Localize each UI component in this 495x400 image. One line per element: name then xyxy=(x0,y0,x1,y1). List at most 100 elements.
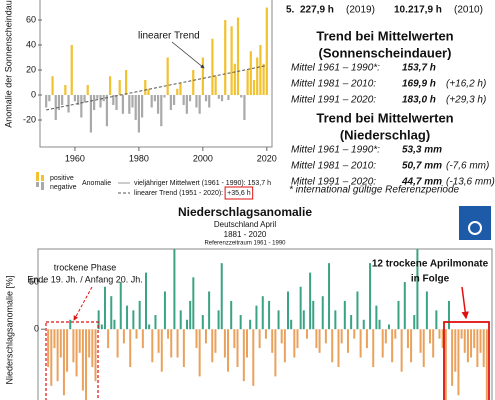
bar xyxy=(290,319,293,330)
bar xyxy=(201,315,204,330)
bar xyxy=(451,329,454,386)
bar xyxy=(239,315,242,330)
bar xyxy=(334,310,337,330)
logo-icon xyxy=(468,221,482,235)
bar xyxy=(59,329,62,358)
plot-frame xyxy=(39,0,273,148)
legend-value-box xyxy=(224,186,254,200)
bar xyxy=(138,300,141,330)
bar xyxy=(140,95,144,118)
bar xyxy=(220,263,223,330)
bar xyxy=(258,329,261,349)
bar xyxy=(51,76,54,95)
bar xyxy=(166,57,169,95)
bar xyxy=(113,319,116,330)
bar xyxy=(208,291,211,330)
bar xyxy=(296,329,299,349)
bar xyxy=(62,329,65,396)
bar xyxy=(192,70,195,95)
y-axis-label: Niederschlagsanomalie [%] xyxy=(4,275,14,384)
legend-title: Anomalie xyxy=(82,180,111,187)
bar xyxy=(107,329,110,349)
annotation: Ende 19. Jh. / Anfang 20. Jh. xyxy=(27,274,143,284)
bar xyxy=(309,272,312,330)
bar xyxy=(48,95,51,102)
bar xyxy=(182,329,185,367)
bar xyxy=(148,324,151,330)
row-label: Mittel 1961 – 1990*: xyxy=(291,145,380,156)
bar xyxy=(214,329,217,353)
bar xyxy=(195,95,198,108)
annotation-arrow xyxy=(461,286,469,320)
bar xyxy=(64,85,67,95)
bar xyxy=(422,329,425,367)
bar xyxy=(454,329,457,372)
bar xyxy=(305,329,308,339)
bar xyxy=(198,329,201,377)
bar xyxy=(132,310,135,330)
bar xyxy=(83,95,86,103)
bar xyxy=(245,329,248,358)
highlight-box xyxy=(443,321,490,400)
bar xyxy=(54,95,57,120)
bar xyxy=(447,300,450,330)
y-tick-label: 20 xyxy=(26,64,36,74)
bar xyxy=(365,329,368,349)
bar xyxy=(135,329,138,339)
bar xyxy=(73,95,77,102)
bar xyxy=(96,95,99,99)
bar xyxy=(384,329,387,344)
bar xyxy=(172,95,176,105)
bar xyxy=(391,329,394,363)
bar xyxy=(170,329,173,358)
row-value: 44,7 mm xyxy=(401,177,442,188)
bar xyxy=(375,305,378,330)
bar xyxy=(331,329,334,363)
bar xyxy=(147,88,150,95)
bar xyxy=(271,329,274,353)
bar xyxy=(70,45,73,95)
bar xyxy=(185,95,188,114)
bar xyxy=(243,95,246,120)
bar xyxy=(88,329,91,358)
footnote: * international gültige Referenzperiode xyxy=(289,185,460,196)
bar xyxy=(482,329,485,367)
bar xyxy=(321,296,324,330)
bar xyxy=(261,296,264,330)
rank-year: (2010) xyxy=(454,5,483,16)
bar xyxy=(179,310,182,330)
bar xyxy=(236,17,240,95)
bar xyxy=(176,88,179,95)
bar xyxy=(217,310,220,330)
bar xyxy=(460,329,463,339)
y-tick-label: -20 xyxy=(23,114,36,124)
section-title: (Sonnenscheindauer) xyxy=(319,45,452,60)
bar xyxy=(103,286,106,330)
bar xyxy=(220,95,224,102)
bar xyxy=(122,329,125,344)
bar xyxy=(89,95,93,133)
bar xyxy=(167,329,170,339)
bar xyxy=(318,329,321,353)
bar xyxy=(268,300,271,330)
row-change: (+16,2 h) xyxy=(446,79,486,90)
bar xyxy=(99,95,102,108)
bar xyxy=(211,329,214,363)
bar xyxy=(356,291,359,330)
annotation: 12 trockene Aprilmonate xyxy=(372,259,489,270)
bar xyxy=(67,95,70,113)
annotation-arrow xyxy=(171,41,205,69)
bar xyxy=(435,310,438,330)
highlight-box xyxy=(45,321,99,400)
bar xyxy=(230,26,233,95)
bar xyxy=(150,95,153,108)
bar xyxy=(217,95,220,99)
bar xyxy=(265,7,268,95)
bar xyxy=(61,95,64,105)
bar xyxy=(328,263,331,330)
bar xyxy=(362,319,365,330)
bar xyxy=(45,95,48,108)
bar xyxy=(438,329,441,339)
x-tick-label: 1980 xyxy=(129,153,149,163)
bar xyxy=(134,95,137,120)
